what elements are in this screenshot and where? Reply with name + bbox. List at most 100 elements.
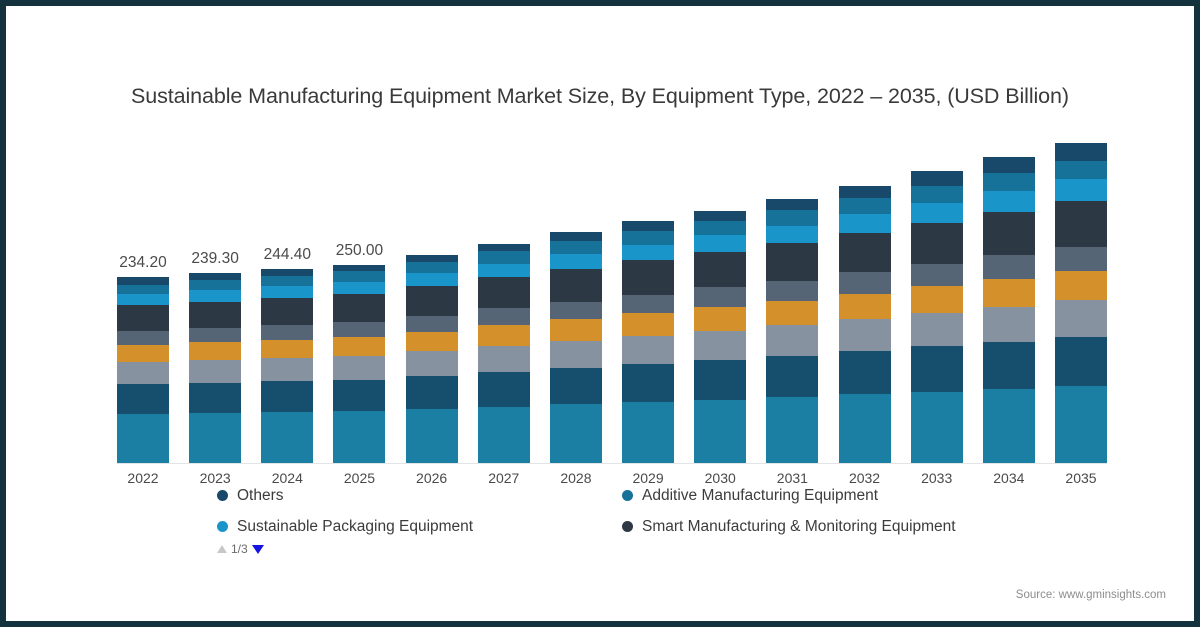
bar-2027[interactable]	[477, 244, 530, 463]
legend-item-sustainable-packaging-equipment[interactable]: Sustainable Packaging Equipment	[217, 518, 622, 536]
bar-segment[interactable]	[982, 388, 1035, 463]
bar-segment[interactable]	[333, 337, 386, 356]
bar-segment[interactable]	[333, 271, 386, 282]
bar-segment[interactable]	[910, 185, 963, 203]
bar-segment[interactable]	[838, 319, 891, 352]
bar-segment[interactable]	[838, 293, 891, 320]
bar-segment[interactable]	[622, 260, 675, 295]
bar-segment[interactable]	[261, 325, 314, 341]
bar-segment[interactable]	[549, 232, 602, 242]
bar-segment[interactable]	[261, 269, 314, 276]
bar-segment[interactable]	[982, 212, 1035, 256]
bar-segment[interactable]	[910, 286, 963, 314]
bar-segment[interactable]	[622, 221, 675, 232]
bar-2025[interactable]: 250.00	[333, 242, 386, 463]
bar-segment[interactable]	[477, 325, 530, 346]
bar-segment[interactable]	[405, 261, 458, 274]
bar-segment[interactable]	[1055, 300, 1107, 337]
bar-segment[interactable]	[982, 173, 1035, 192]
bar-segment[interactable]	[838, 233, 891, 273]
bar-segment[interactable]	[477, 251, 530, 264]
bar-segment[interactable]	[694, 306, 747, 331]
bar-2029[interactable]	[622, 221, 675, 463]
bar-segment[interactable]	[261, 298, 314, 326]
bar-segment[interactable]	[405, 409, 458, 463]
bar-segment[interactable]	[622, 244, 675, 261]
bar-segment[interactable]	[405, 255, 458, 262]
bar-segment[interactable]	[189, 382, 242, 413]
bar-segment[interactable]	[1055, 271, 1107, 301]
bar-segment[interactable]	[477, 308, 530, 326]
bar-segment[interactable]	[333, 379, 386, 412]
bar-segment[interactable]	[694, 330, 747, 360]
bar-segment[interactable]	[549, 269, 602, 302]
bar-segment[interactable]	[477, 371, 530, 407]
bar-segment[interactable]	[1055, 142, 1107, 161]
bar-segment[interactable]	[694, 399, 747, 463]
bar-segment[interactable]	[910, 202, 963, 223]
bar-2030[interactable]	[694, 210, 747, 463]
bar-segment[interactable]	[694, 359, 747, 400]
bar-segment[interactable]	[117, 330, 169, 345]
bar-segment[interactable]	[910, 171, 963, 186]
bar-segment[interactable]	[405, 331, 458, 352]
bar-segment[interactable]	[405, 286, 458, 316]
bar-segment[interactable]	[766, 243, 819, 281]
bar-segment[interactable]	[838, 214, 891, 234]
bar-segment[interactable]	[189, 301, 242, 328]
bar-segment[interactable]	[261, 381, 314, 413]
bar-segment[interactable]	[694, 220, 747, 236]
bar-segment[interactable]	[117, 277, 169, 285]
bar-segment[interactable]	[477, 346, 530, 372]
bar-segment[interactable]	[766, 355, 819, 398]
bar-segment[interactable]	[1055, 336, 1107, 387]
bar-segment[interactable]	[1055, 386, 1107, 463]
bar-segment[interactable]	[549, 367, 602, 405]
bar-segment[interactable]	[405, 315, 458, 332]
bar-segment[interactable]	[189, 273, 242, 281]
bar-segment[interactable]	[261, 412, 314, 463]
bar-2024[interactable]: 244.40	[261, 246, 314, 463]
bar-segment[interactable]	[333, 264, 386, 272]
bar-segment[interactable]	[694, 287, 747, 307]
bar-segment[interactable]	[1055, 201, 1107, 247]
bar-segment[interactable]	[622, 401, 675, 463]
bar-segment[interactable]	[333, 321, 386, 338]
bar-segment[interactable]	[117, 384, 169, 414]
bar-segment[interactable]	[982, 306, 1035, 342]
bar-segment[interactable]	[766, 325, 819, 356]
bar-segment[interactable]	[117, 294, 169, 306]
bar-2023[interactable]: 239.30	[189, 250, 242, 463]
bar-segment[interactable]	[405, 351, 458, 376]
bar-2031[interactable]	[766, 198, 819, 463]
bar-segment[interactable]	[838, 394, 891, 463]
bar-segment[interactable]	[694, 251, 747, 288]
bar-segment[interactable]	[982, 278, 1035, 307]
bar-segment[interactable]	[549, 340, 602, 368]
legend-item-smart-manufacturing-monitoring-equipment[interactable]: Smart Manufacturing & Monitoring Equipme…	[622, 518, 956, 536]
bar-segment[interactable]	[694, 210, 747, 221]
bar-segment[interactable]	[694, 235, 747, 252]
bar-segment[interactable]	[622, 335, 675, 364]
bar-segment[interactable]	[333, 281, 386, 295]
bar-segment[interactable]	[1055, 246, 1107, 272]
bar-segment[interactable]	[405, 375, 458, 410]
triangle-up-icon[interactable]	[217, 545, 227, 553]
bar-segment[interactable]	[261, 340, 314, 359]
bar-segment[interactable]	[117, 413, 169, 463]
bar-segment[interactable]	[477, 277, 530, 309]
bar-segment[interactable]	[549, 254, 602, 270]
bar-segment[interactable]	[982, 156, 1035, 174]
bar-segment[interactable]	[910, 346, 963, 392]
bar-segment[interactable]	[477, 406, 530, 463]
bar-segment[interactable]	[766, 280, 819, 301]
bar-segment[interactable]	[549, 404, 602, 463]
bar-segment[interactable]	[910, 391, 963, 463]
bar-segment[interactable]	[117, 305, 169, 331]
bar-2022[interactable]: 234.20	[117, 254, 169, 463]
bar-segment[interactable]	[838, 351, 891, 395]
bar-segment[interactable]	[117, 284, 169, 295]
bar-2033[interactable]	[910, 171, 963, 463]
bar-segment[interactable]	[838, 272, 891, 294]
legend-item-others[interactable]: Others	[217, 487, 622, 505]
